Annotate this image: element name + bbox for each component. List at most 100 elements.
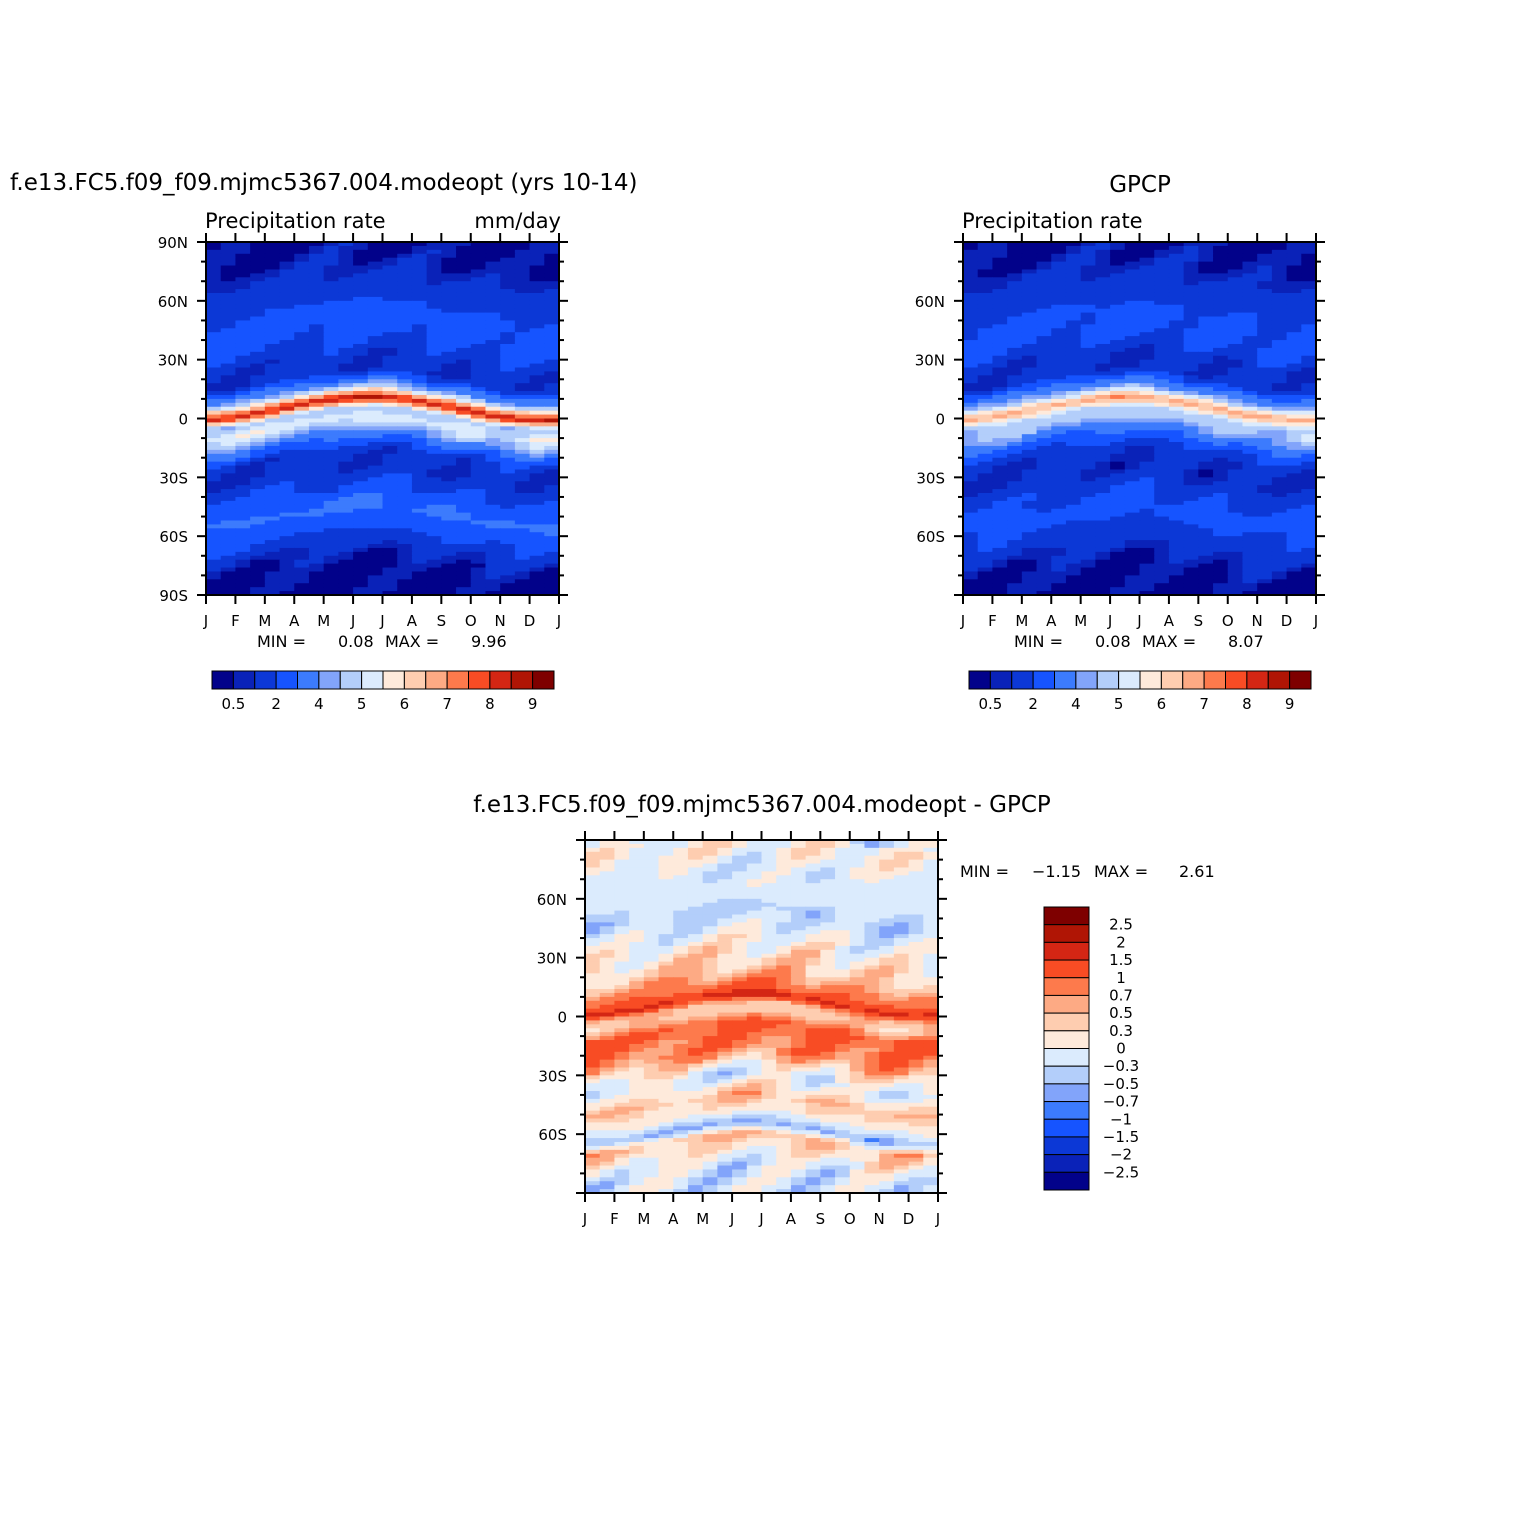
model-cell	[338, 300, 354, 306]
model-cell	[470, 355, 487, 361]
model-x-tick-label: S	[437, 612, 447, 630]
model-cell	[529, 359, 545, 365]
model-cell	[220, 442, 237, 447]
obs-cell	[1257, 536, 1273, 541]
model-cell	[514, 493, 531, 498]
obs-cell	[1286, 253, 1302, 259]
obs-cell	[1036, 265, 1052, 271]
obs-cell	[1065, 406, 1082, 412]
obs-cell	[1007, 442, 1023, 447]
obs-cell	[963, 285, 979, 290]
obs-cell	[1271, 481, 1288, 486]
obs-cell	[992, 563, 1008, 569]
model-cell	[279, 387, 295, 392]
diff-cell	[746, 894, 763, 900]
obs-colorbar-box	[1139, 670, 1162, 690]
obs-cell	[1198, 387, 1214, 392]
model-cell	[308, 430, 325, 435]
model-cell	[529, 328, 545, 333]
model-cell	[353, 375, 369, 380]
model-cell	[338, 469, 354, 475]
obs-cell	[1021, 296, 1038, 302]
model-colorbar-label: 4	[314, 695, 324, 713]
obs-cell	[1051, 249, 1067, 255]
obs-cell	[1110, 508, 1126, 514]
model-cell	[411, 473, 428, 478]
obs-cell	[1198, 296, 1214, 302]
model-cell	[264, 410, 281, 416]
obs-cell	[1007, 579, 1023, 584]
model-cell	[397, 583, 413, 588]
model-cell	[426, 587, 442, 592]
model-cell	[441, 469, 457, 475]
obs-cell	[1168, 418, 1185, 424]
model-cell	[426, 536, 442, 541]
model-cell	[235, 308, 251, 314]
model-cell	[441, 461, 457, 467]
model-cell	[382, 547, 398, 553]
diff-cell	[805, 875, 821, 880]
obs-cell	[1139, 591, 1155, 595]
model-cell	[206, 292, 222, 298]
model-cell	[426, 449, 442, 455]
obs-cell	[1242, 269, 1258, 274]
obs-cell	[1168, 434, 1185, 439]
model-cell	[353, 473, 369, 478]
model-cell	[397, 524, 413, 529]
obs-cell	[1257, 473, 1273, 478]
model-cell	[411, 308, 428, 314]
obs-cell	[963, 532, 979, 537]
obs-cell	[1110, 363, 1126, 369]
obs-cell	[1198, 340, 1214, 345]
diff-cell	[864, 887, 880, 892]
obs-cell	[1154, 371, 1170, 376]
obs-cell	[1286, 532, 1302, 537]
model-cell	[441, 559, 457, 565]
diff-cell	[687, 871, 704, 876]
obs-cell	[1257, 292, 1273, 298]
diff-cell	[923, 898, 938, 904]
obs-cell	[1095, 249, 1111, 255]
model-cell	[279, 567, 295, 573]
obs-cell	[1139, 367, 1155, 373]
model-cell	[220, 524, 237, 529]
obs-cell	[1021, 347, 1038, 353]
model-cell	[308, 453, 325, 459]
model-cell	[382, 563, 398, 569]
diff-cell	[614, 894, 630, 900]
obs-cell	[1139, 355, 1155, 361]
diff-cell	[776, 902, 792, 908]
model-cell	[338, 292, 354, 298]
obs-cell	[1080, 438, 1096, 443]
obs-cell	[1213, 281, 1229, 286]
model-cell	[264, 438, 281, 443]
model-cell	[500, 383, 516, 388]
obs-cell	[963, 347, 979, 353]
obs-cell	[1051, 406, 1067, 412]
model-cell	[353, 277, 369, 282]
model-cell	[353, 355, 369, 361]
diff-cell	[820, 851, 836, 857]
obs-cell	[1198, 312, 1214, 318]
model-cell	[235, 422, 251, 427]
obs-cell	[963, 257, 979, 263]
model-cell	[353, 544, 369, 549]
obs-cell	[1213, 434, 1229, 439]
model-cell	[367, 445, 384, 451]
obs-cell	[1183, 485, 1199, 490]
model-cell	[397, 516, 413, 522]
model-cell	[220, 406, 237, 412]
model-cell	[411, 571, 428, 576]
model-cell	[426, 579, 442, 584]
model-cell	[250, 493, 266, 498]
model-cell	[353, 398, 369, 404]
model-cell	[308, 587, 325, 592]
obs-cell	[1213, 520, 1229, 525]
diff-cell	[599, 847, 616, 853]
model-cell	[514, 508, 531, 514]
obs-cell	[992, 477, 1008, 482]
model-cell	[264, 512, 281, 518]
obs-cell	[1168, 555, 1185, 561]
model-cell	[367, 418, 384, 424]
obs-cell	[1286, 567, 1302, 573]
